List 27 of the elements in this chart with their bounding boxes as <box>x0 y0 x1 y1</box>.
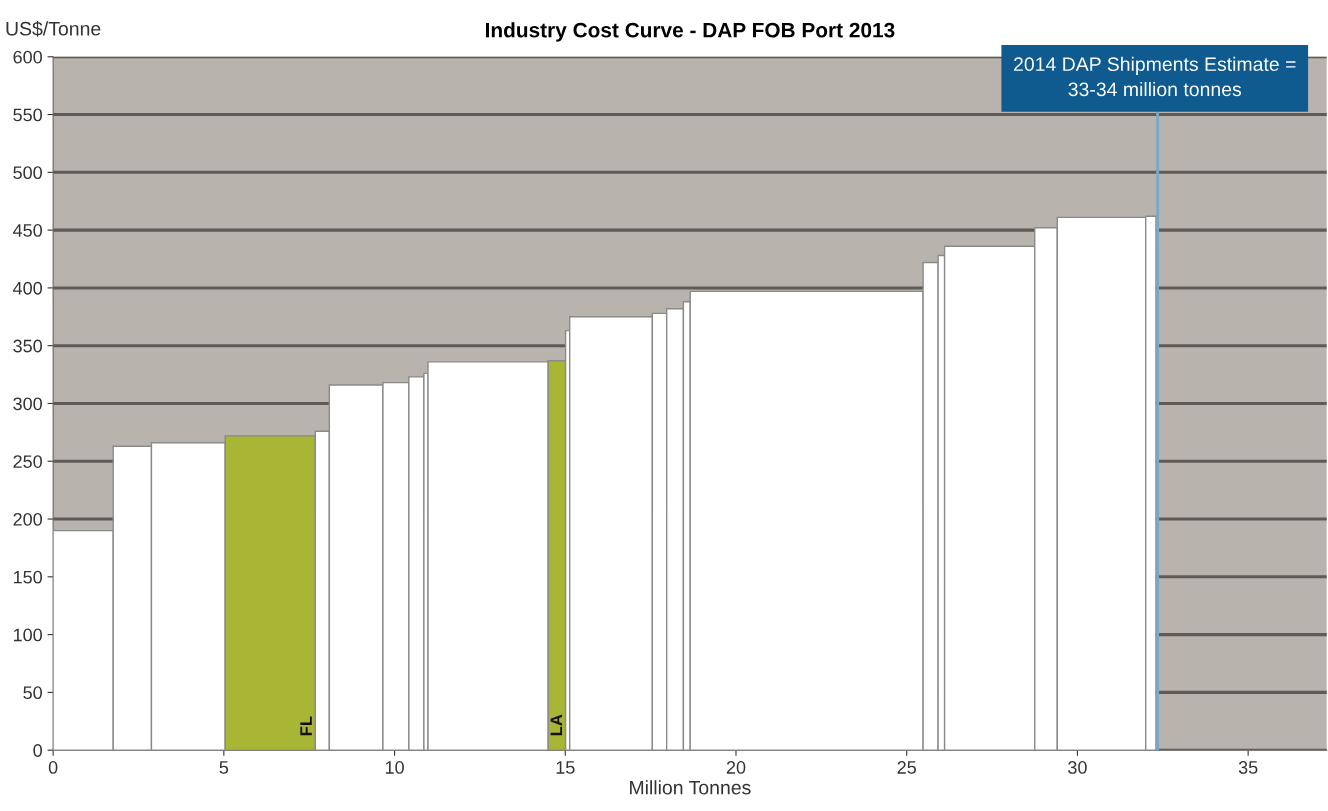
y-tick-label: 300 <box>13 397 42 411</box>
chart-title: Industry Cost Curve - DAP FOB Port 2013 <box>486 22 895 42</box>
x-tick-label: 5 <box>219 761 229 774</box>
annotation: FL <box>300 716 312 736</box>
x-axis-title: Million Tonnes <box>630 780 751 795</box>
x-tick-label: 35 <box>1238 761 1258 774</box>
y-tick-label: 600 <box>13 50 42 64</box>
y-tick-label: 550 <box>13 108 42 122</box>
y-tick-label: 450 <box>13 224 42 237</box>
x-tick-label: 30 <box>1068 761 1087 774</box>
x-tick-label: 15 <box>556 761 575 774</box>
y-tick-label: 0 <box>33 744 42 757</box>
y-axis-title: US$/Tonne <box>6 21 101 37</box>
y-tick-label: 400 <box>13 281 42 295</box>
x-tick-label: 25 <box>897 761 916 774</box>
y-tick-label: 50 <box>23 686 42 700</box>
annotation: 2014 DAP Shipments Estimate = 33-34 million tonnes <box>1014 56 1296 97</box>
x-tick-label: 0 <box>48 761 58 774</box>
annotation: LA <box>550 714 563 736</box>
y-tick-label: 200 <box>13 512 42 526</box>
y-tick-label: 350 <box>13 339 42 353</box>
x-tick-label: 20 <box>726 761 746 774</box>
y-tick-label: 250 <box>13 455 42 468</box>
x-tick-label: 10 <box>385 761 404 774</box>
y-tick-label: 150 <box>13 570 42 584</box>
y-tick-label: 100 <box>13 628 42 642</box>
y-tick-label: 500 <box>13 166 42 180</box>
